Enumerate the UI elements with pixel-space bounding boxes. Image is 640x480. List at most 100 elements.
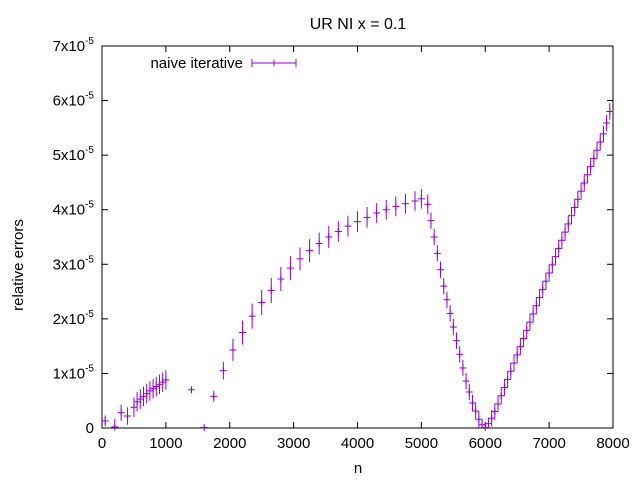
y-tick-base: 7x10 xyxy=(53,38,86,55)
data-point xyxy=(491,403,499,420)
data-point xyxy=(539,281,547,298)
data-point xyxy=(542,273,550,290)
data-point xyxy=(478,419,486,429)
data-point xyxy=(465,383,473,401)
x-tick-label: 0 xyxy=(98,435,106,452)
data-point xyxy=(325,226,333,248)
data-point xyxy=(133,391,141,412)
data-point xyxy=(548,256,556,274)
data-point xyxy=(446,305,454,322)
y-tick-exponent: -5 xyxy=(85,363,94,374)
data-point xyxy=(354,211,361,233)
y-tick-label: 4x10-5 xyxy=(53,200,95,219)
data-point xyxy=(187,386,195,394)
data-point xyxy=(130,397,138,418)
data-point xyxy=(468,394,476,412)
data-point xyxy=(437,261,445,278)
data-point xyxy=(101,415,109,427)
data-point xyxy=(210,390,218,402)
data-point xyxy=(229,339,237,361)
x-tick-label: 1000 xyxy=(149,435,182,452)
data-point xyxy=(155,374,163,395)
y-tick-base: 6x10 xyxy=(53,93,86,110)
legend: naive iterative xyxy=(150,55,297,72)
legend-key xyxy=(251,59,297,67)
data-point xyxy=(306,239,314,263)
y-tick-base: 0 xyxy=(86,420,94,437)
data-point xyxy=(334,221,342,242)
data-point xyxy=(152,376,160,397)
data-point xyxy=(545,264,553,282)
data-point xyxy=(484,418,492,428)
y-tick-exponent: -5 xyxy=(85,145,94,156)
data-point xyxy=(443,291,451,308)
data-point xyxy=(580,174,588,192)
data-point xyxy=(532,297,540,314)
y-tick-label: 0 xyxy=(86,420,94,437)
y-tick-label: 2x10-5 xyxy=(53,309,95,328)
data-point xyxy=(143,383,151,404)
plot-border xyxy=(101,45,614,429)
data-point xyxy=(552,248,560,265)
data-point xyxy=(440,277,448,295)
x-tick-label: 3000 xyxy=(277,435,310,452)
y-tick-exponent: -5 xyxy=(85,254,94,265)
data-point xyxy=(286,256,294,281)
data-point xyxy=(558,232,566,249)
data-point xyxy=(267,277,275,304)
data-point xyxy=(488,409,496,427)
data-point xyxy=(430,228,438,246)
data-point xyxy=(577,182,585,200)
y-tick-label: 6x10-5 xyxy=(53,91,95,110)
y-tick-label: 1x10-5 xyxy=(53,363,95,382)
data-point xyxy=(494,395,502,413)
data-point xyxy=(111,418,119,431)
data-point xyxy=(427,212,435,229)
y-axis-label: relative errors xyxy=(10,219,27,311)
data-point xyxy=(599,125,607,143)
chart-title: UR NI x = 0.1 xyxy=(310,16,407,33)
data-point xyxy=(456,346,464,363)
data-point xyxy=(516,338,524,355)
axis-ticks: 0 1000 2000 3000 4000 5000 6000 7000 800001x10-5… xyxy=(53,36,630,452)
data-point xyxy=(596,133,604,151)
data-point xyxy=(520,330,528,347)
data-point xyxy=(497,387,505,404)
data-point xyxy=(462,372,470,390)
data-point xyxy=(587,158,595,175)
data-point xyxy=(529,305,537,323)
x-axis-label: n xyxy=(354,460,362,477)
x-tick-label: 4000 xyxy=(341,435,374,452)
data-point xyxy=(162,370,170,390)
data-point xyxy=(449,318,457,336)
y-tick-label: 3x10-5 xyxy=(53,254,95,273)
data-point xyxy=(571,199,579,216)
y-tick-label: 5x10-5 xyxy=(53,145,95,164)
data-point xyxy=(504,371,512,388)
y-tick-exponent: -5 xyxy=(85,36,94,47)
data-point xyxy=(401,193,409,214)
data-point xyxy=(417,188,425,209)
data-point xyxy=(555,240,563,257)
y-tick-base: 4x10 xyxy=(53,202,86,219)
data-point xyxy=(510,354,518,372)
x-tick-label: 8000 xyxy=(596,435,629,452)
data-point xyxy=(603,114,611,132)
y-tick-exponent: -5 xyxy=(85,309,94,320)
x-tick-label: 7000 xyxy=(532,435,565,452)
data-point xyxy=(526,313,534,331)
data-point xyxy=(149,378,157,399)
y-tick-base: 5x10 xyxy=(53,147,86,164)
data-point xyxy=(507,363,515,380)
y-tick-label: 7x10-5 xyxy=(53,36,95,55)
data-point xyxy=(561,223,569,241)
data-point xyxy=(472,402,480,420)
data-point xyxy=(583,166,591,183)
x-tick-label: 5000 xyxy=(405,435,438,452)
data-point xyxy=(564,215,572,233)
data-point xyxy=(523,322,531,339)
data-point xyxy=(590,150,598,167)
data-point xyxy=(124,407,132,425)
data-point xyxy=(315,232,323,255)
x-tick-label: 6000 xyxy=(469,435,502,452)
